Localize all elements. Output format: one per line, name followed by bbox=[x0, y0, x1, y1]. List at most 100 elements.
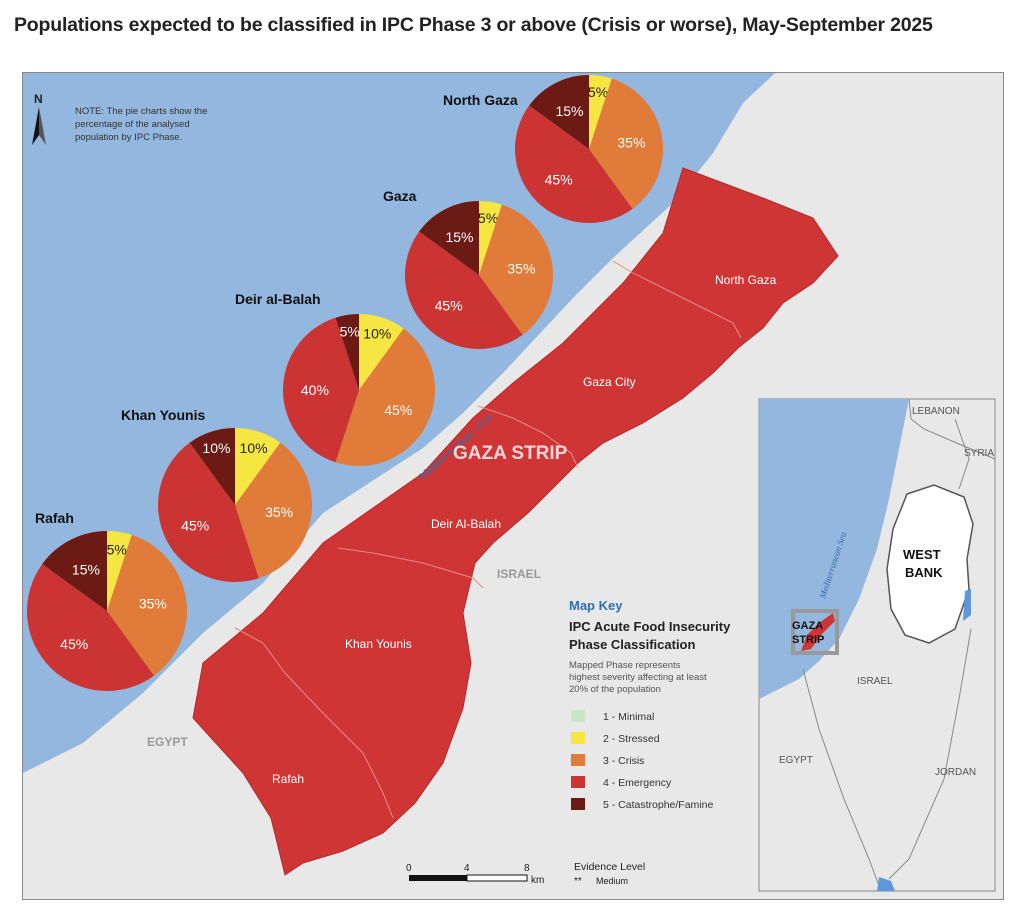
label-khan-younis: Khan Younis bbox=[345, 637, 412, 651]
svg-text:8: 8 bbox=[524, 863, 530, 874]
legend-desc-line1: Mapped Phase represents bbox=[569, 660, 681, 671]
pie-slice-label: 40% bbox=[301, 382, 329, 398]
pie-slice bbox=[235, 442, 312, 579]
evidence-level: Evidence Level ** Medium bbox=[574, 861, 645, 887]
pie-slice-label: 45% bbox=[181, 517, 209, 533]
pie-slice bbox=[589, 78, 664, 209]
legend-swatch bbox=[571, 798, 585, 810]
legend-item-label: 4 - Emergency bbox=[603, 777, 672, 789]
governorate-boundaries bbox=[234, 260, 742, 819]
svg-text:ISRAEL: ISRAEL bbox=[857, 676, 893, 687]
pie-slice-label: 15% bbox=[72, 562, 100, 578]
legend-swatch bbox=[571, 732, 585, 744]
scale-bar: 0 4 8 km bbox=[406, 863, 544, 886]
label-gaza-strip: GAZA STRIP bbox=[453, 443, 568, 464]
map-note: NOTE: The pie charts show the percentage… bbox=[75, 106, 207, 143]
pie-slice bbox=[479, 201, 502, 275]
pie-4: 5% 35% 45% 15% Rafah bbox=[26, 510, 187, 692]
svg-text:LEBANON: LEBANON bbox=[912, 406, 960, 417]
svg-text:WEST: WEST bbox=[903, 547, 941, 562]
pie-slice-label: 15% bbox=[555, 103, 583, 119]
label-egypt: EGYPT bbox=[147, 735, 188, 749]
svg-text:SYRIA: SYRIA bbox=[964, 448, 994, 459]
page-title: Populations expected to be classified in… bbox=[14, 14, 933, 36]
svg-text:STRIP: STRIP bbox=[792, 634, 824, 646]
legend-subtitle-line2: Phase Classification bbox=[569, 637, 695, 652]
north-arrow: N bbox=[32, 92, 46, 145]
svg-text:EGYPT: EGYPT bbox=[779, 755, 813, 766]
pie-slice-label: 45% bbox=[435, 297, 463, 313]
svg-text:population by IPC Phase.: population by IPC Phase. bbox=[75, 132, 182, 143]
pie-title: Rafah bbox=[35, 510, 74, 526]
label-rafah: Rafah bbox=[272, 772, 304, 786]
pie-1: 5% 35% 45% 15% Gaza bbox=[383, 188, 554, 349]
pie-title: Deir al-Balah bbox=[235, 291, 321, 307]
svg-text:Evidence Level: Evidence Level bbox=[574, 861, 645, 873]
svg-text:JORDAN: JORDAN bbox=[935, 767, 976, 778]
pie-slice-label: 5% bbox=[340, 323, 360, 339]
pie-slice bbox=[189, 428, 235, 505]
legend-subtitle-line1: IPC Acute Food Insecurity bbox=[569, 619, 731, 634]
pie-slice bbox=[107, 534, 187, 676]
pie-slice bbox=[283, 317, 359, 463]
gaza-strip-area bbox=[192, 167, 839, 876]
svg-text:km: km bbox=[531, 875, 544, 886]
pie-slice bbox=[235, 428, 281, 505]
pie-title: Gaza bbox=[383, 188, 417, 204]
legend-swatch bbox=[571, 710, 585, 722]
svg-text:Medium: Medium bbox=[596, 876, 628, 886]
pie-slice bbox=[335, 314, 359, 390]
legend-swatch bbox=[571, 754, 585, 766]
label-deir-al-balah: Deir Al-Balah bbox=[431, 517, 501, 531]
pie-slice bbox=[26, 563, 155, 692]
label-gaza-city: Gaza City bbox=[583, 375, 636, 389]
pie-charts: 5% 35% 45% 15% North Gaza 5% 35% 45% 15% Gaza 10% 4… bbox=[26, 75, 664, 692]
pie-slice-label: 35% bbox=[617, 134, 645, 150]
pie-slice bbox=[107, 531, 132, 611]
pie-slice-label: 5% bbox=[588, 84, 608, 100]
pie-slice-label: 45% bbox=[384, 402, 412, 418]
map-key: Map Key IPC Acute Food Insecurity Phase … bbox=[569, 598, 731, 811]
pie-slice-label: 35% bbox=[265, 504, 293, 520]
pie-slice-label: 35% bbox=[507, 260, 535, 276]
pie-title: North Gaza bbox=[443, 92, 518, 108]
legend-desc-line2: highest severity affecting at least bbox=[569, 672, 707, 683]
pie-slice-label: 10% bbox=[240, 440, 268, 456]
legend-swatch bbox=[571, 776, 585, 788]
pie-slice bbox=[479, 204, 554, 335]
pie-slice-label: 5% bbox=[478, 210, 498, 226]
pie-title: Khan Younis bbox=[121, 407, 205, 423]
inset-map: LEBANON SYRIA WEST BANK GAZA STRIP ISRAE… bbox=[758, 398, 996, 892]
pie-3: 10% 35% 45% 10% Khan Younis bbox=[121, 407, 312, 582]
pie-slice bbox=[405, 231, 523, 349]
pie-slice bbox=[589, 75, 612, 149]
pie-slice-label: 45% bbox=[545, 171, 573, 187]
legend-item-label: 1 - Minimal bbox=[603, 711, 654, 723]
svg-text:N: N bbox=[34, 92, 43, 106]
pie-slice-label: 35% bbox=[139, 596, 167, 612]
pie-slice bbox=[335, 328, 436, 467]
pie-slice bbox=[515, 105, 633, 223]
svg-text:BANK: BANK bbox=[905, 565, 943, 580]
svg-text:NOTE: The pie charts show the: NOTE: The pie charts show the bbox=[75, 106, 207, 117]
svg-text:**: ** bbox=[574, 876, 582, 887]
legend-item-label: 2 - Stressed bbox=[603, 733, 660, 745]
pie-slice-label: 5% bbox=[107, 541, 127, 557]
svg-text:percentage of the analysed: percentage of the analysed bbox=[75, 119, 190, 130]
svg-text:4: 4 bbox=[464, 863, 470, 874]
pie-slice-label: 15% bbox=[445, 229, 473, 245]
pie-slice-label: 10% bbox=[202, 440, 230, 456]
label-north-gaza: North Gaza bbox=[715, 273, 777, 287]
pie-slice bbox=[42, 531, 107, 611]
pie-2: 10% 45% 40% 5% Deir al-Balah bbox=[235, 291, 436, 467]
pie-slice-label: 10% bbox=[363, 326, 391, 342]
pie-slice bbox=[419, 201, 479, 275]
svg-text:0: 0 bbox=[406, 863, 412, 874]
label-israel: ISRAEL bbox=[497, 567, 541, 581]
pie-slice-label: 45% bbox=[60, 636, 88, 652]
pie-slice bbox=[157, 442, 259, 582]
map: NOTE: The pie charts show the percentage… bbox=[23, 73, 996, 892]
legend-item-label: 5 - Catastrophe/Famine bbox=[603, 799, 713, 811]
map-frame: NOTE: The pie charts show the percentage… bbox=[22, 72, 1004, 900]
svg-text:GAZA: GAZA bbox=[792, 620, 823, 632]
